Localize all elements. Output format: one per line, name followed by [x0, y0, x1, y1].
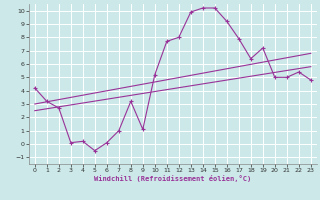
X-axis label: Windchill (Refroidissement éolien,°C): Windchill (Refroidissement éolien,°C) — [94, 175, 252, 182]
